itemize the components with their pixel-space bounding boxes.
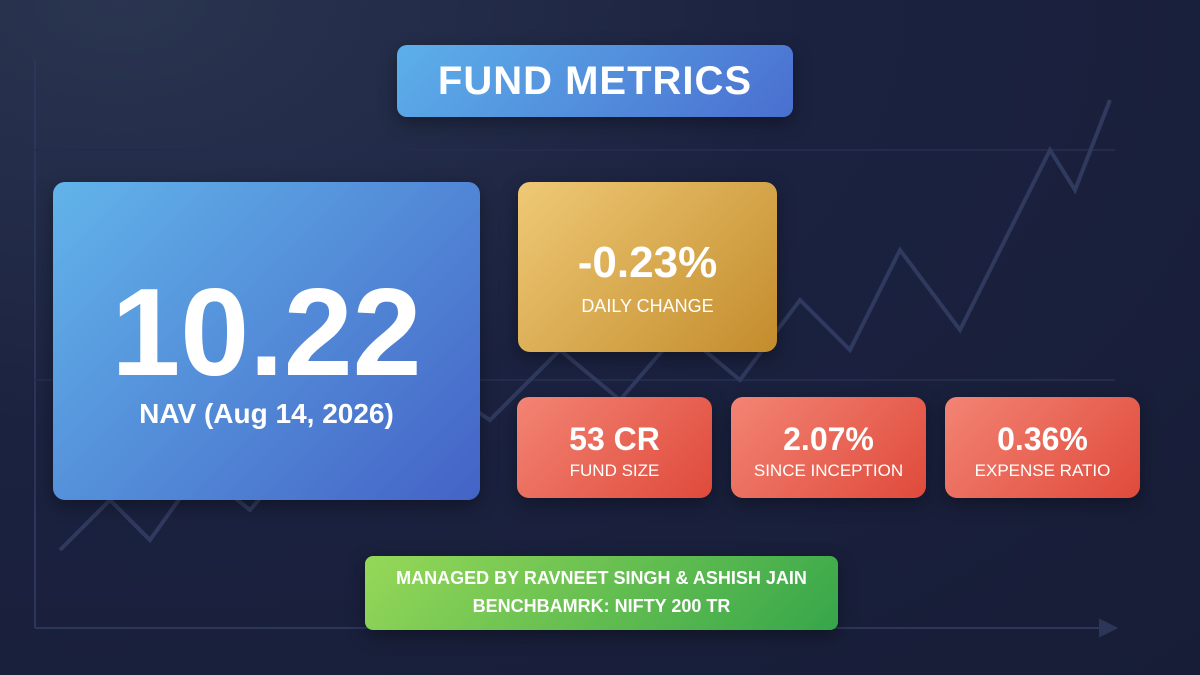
metric-card: 2.07% SINCE INCEPTION bbox=[731, 397, 926, 498]
metric-label: EXPENSE RATIO bbox=[974, 461, 1111, 480]
metric-label: SINCE INCEPTION bbox=[753, 461, 904, 480]
metric-label: FUND SIZE bbox=[569, 461, 660, 480]
metric-card: 0.36% EXPENSE RATIO bbox=[945, 397, 1140, 498]
title: FUND METRICS bbox=[437, 59, 753, 103]
metric-card: 53 CR FUND SIZE bbox=[517, 397, 712, 498]
nav-value: 10.22 bbox=[111, 264, 422, 402]
title-banner: FUND METRICS bbox=[397, 45, 793, 117]
daily-change-label: DAILY CHANGE bbox=[581, 296, 714, 316]
metric-value: 0.36% bbox=[997, 421, 1088, 457]
metric-value: 53 CR bbox=[569, 421, 660, 457]
footer-banner: MANAGED BY RAVNEET SINGH & ASHISH JAIN B… bbox=[365, 556, 838, 630]
nav-label: NAV (Aug 14, 2026) bbox=[139, 398, 394, 429]
footer-line: BENCHBAMRK: NIFTY 200 TR bbox=[472, 596, 731, 616]
daily-change-value: -0.23% bbox=[577, 238, 718, 287]
metric-value: 2.07% bbox=[783, 421, 874, 457]
nav-card: 10.22 NAV (Aug 14, 2026) bbox=[53, 182, 480, 500]
daily-change-card: -0.23% DAILY CHANGE bbox=[518, 182, 777, 352]
footer-line: MANAGED BY RAVNEET SINGH & ASHISH JAIN bbox=[396, 568, 807, 588]
